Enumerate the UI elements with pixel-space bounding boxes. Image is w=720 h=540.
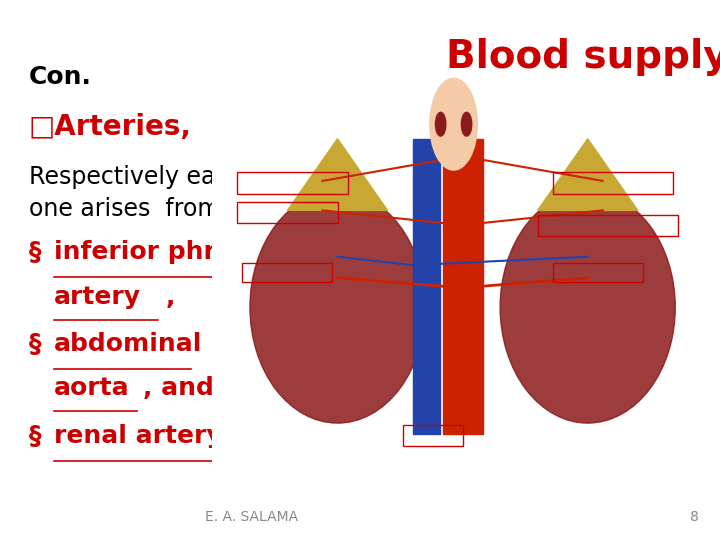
Bar [553, 172, 672, 193]
Bar [238, 202, 338, 223]
Text: .: . [238, 424, 247, 448]
Bar [553, 263, 643, 282]
Text: one arises  from;: one arises from; [29, 197, 228, 221]
Bar [402, 425, 462, 446]
Text: Respectively each: Respectively each [29, 165, 243, 188]
Text: E. A. SALAMA: E. A. SALAMA [205, 510, 299, 524]
Text: §: § [29, 332, 41, 356]
Text: , and: , and [143, 376, 213, 400]
Text: artery: artery [54, 285, 141, 308]
Ellipse shape [462, 112, 472, 136]
Text: renal artery,: renal artery, [54, 424, 230, 448]
Text: abdominal: abdominal [54, 332, 202, 356]
Ellipse shape [500, 191, 675, 423]
Polygon shape [287, 139, 387, 211]
Bar [243, 263, 333, 282]
Text: Blood supply: Blood supply [446, 38, 720, 76]
Bar [413, 139, 440, 434]
Text: §: § [29, 240, 41, 264]
Text: Con.: Con. [29, 65, 91, 89]
Text: 8: 8 [690, 510, 698, 524]
Ellipse shape [430, 78, 477, 170]
Ellipse shape [250, 191, 425, 423]
Bar [538, 214, 678, 235]
Polygon shape [538, 139, 638, 211]
Text: inferior phrenic: inferior phrenic [54, 240, 274, 264]
Text: □Arteries,: □Arteries, [29, 113, 192, 141]
Bar [443, 139, 482, 434]
Text: §: § [29, 424, 41, 448]
Text: aorta: aorta [54, 376, 130, 400]
Text: ,: , [166, 285, 175, 308]
Ellipse shape [436, 112, 446, 136]
Bar [238, 172, 348, 193]
